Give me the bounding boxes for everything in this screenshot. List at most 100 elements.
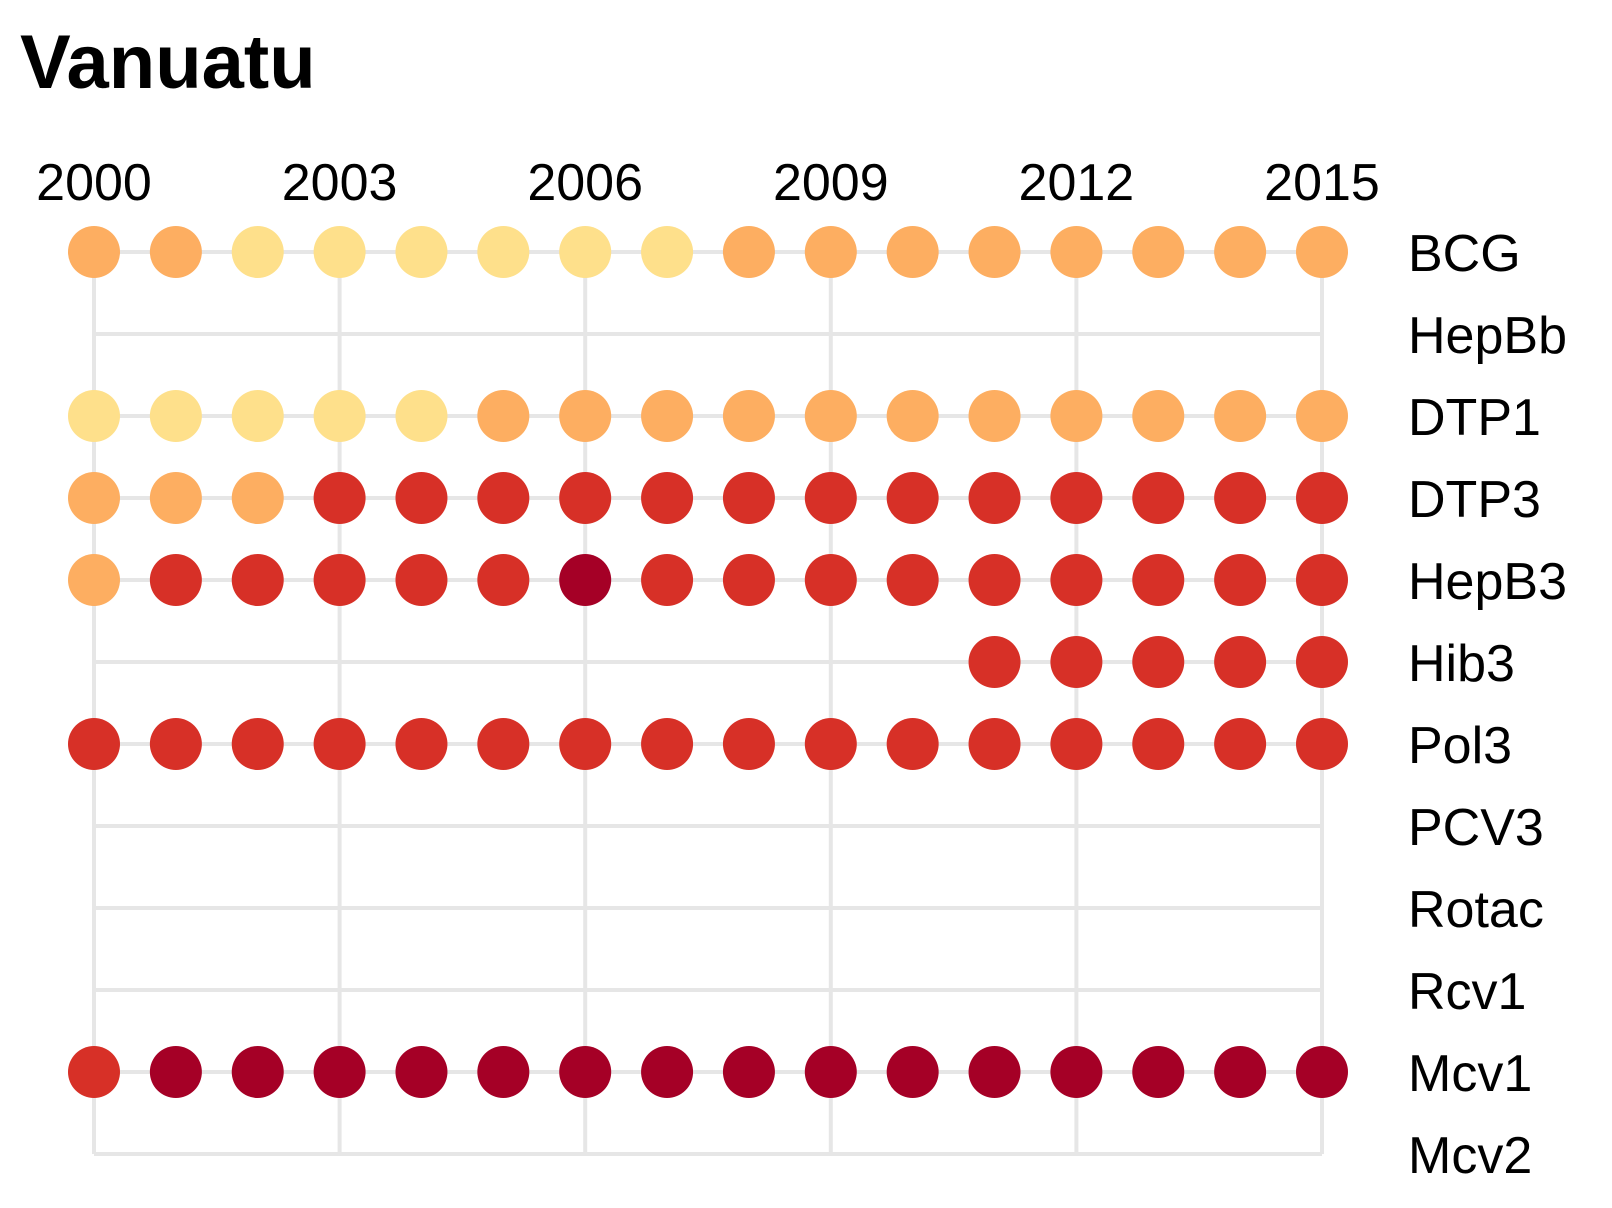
data-point [722,554,775,606]
data-point [68,472,120,524]
data-point [1050,226,1103,278]
data-point [968,472,1021,524]
data-point [886,472,939,524]
data-point [1214,390,1267,442]
data-point [804,1046,857,1098]
data-point [313,472,366,524]
data-point [1132,226,1185,278]
data-point [1296,1046,1348,1098]
x-tick-label: 2012 [1019,154,1135,212]
data-point [1132,718,1185,770]
data-point [559,472,612,524]
data-point [886,718,939,770]
data-point [477,390,530,442]
data-point [1050,554,1103,606]
data-point [559,554,612,606]
y-tick-label: Rcv1 [1408,963,1526,1021]
data-point [313,1046,366,1098]
data-point [641,472,694,524]
data-point [149,554,202,606]
data-point [886,226,939,278]
data-point [149,1046,202,1098]
data-point [149,390,202,442]
data-point [641,718,694,770]
y-tick-label: HepBb [1408,307,1567,365]
data-point [68,554,120,606]
data-point [1296,390,1348,442]
y-tick-label: HepB3 [1408,553,1567,611]
data-point [968,390,1021,442]
data-point [968,226,1021,278]
data-point [231,718,284,770]
data-point [1132,554,1185,606]
data-point [313,226,366,278]
y-tick-label: Hib3 [1408,635,1515,693]
data-point [559,390,612,442]
data-point [395,390,448,442]
data-point [1296,226,1348,278]
data-point [968,718,1021,770]
y-tick-label: Mcv2 [1408,1127,1532,1185]
data-point [968,1046,1021,1098]
data-point [1214,1046,1267,1098]
data-point [1214,472,1267,524]
data-point [804,226,857,278]
data-point [641,226,694,278]
data-point [68,718,120,770]
data-point [804,390,857,442]
data-point [1050,390,1103,442]
data-point [231,472,284,524]
data-points [68,226,1348,1098]
data-point [477,554,530,606]
data-point [68,1046,120,1098]
data-point [1132,390,1185,442]
grid-lines [92,250,1324,1156]
data-point [1296,554,1348,606]
data-point [886,1046,939,1098]
data-point [231,554,284,606]
data-point [313,390,366,442]
data-point [395,718,448,770]
data-point [559,226,612,278]
data-point [68,226,120,278]
y-tick-label: BCG [1408,225,1521,283]
data-point [1296,472,1348,524]
data-point [559,1046,612,1098]
x-tick-label: 2015 [1264,154,1380,212]
data-point [559,718,612,770]
data-point [1132,1046,1185,1098]
chart-title: Vanuatu [20,20,316,105]
data-point [395,554,448,606]
y-tick-label: Rotac [1408,881,1544,939]
data-point [1296,718,1348,770]
data-point [641,390,694,442]
data-point [231,1046,284,1098]
data-point [231,226,284,278]
data-point [968,636,1021,688]
x-tick-label: 2000 [36,154,152,212]
x-tick-label: 2006 [527,154,643,212]
data-point [313,554,366,606]
data-point [149,718,202,770]
data-point [1296,636,1348,688]
data-point [1214,636,1267,688]
data-point [804,472,857,524]
data-point [641,554,694,606]
data-point [1050,1046,1103,1098]
data-point [1214,718,1267,770]
data-point [1214,554,1267,606]
y-axis-tick-labels: BCG HepBb DTP1 DTP3 HepB3 Hib3 Pol3 PCV3 Rotac Rc… [1408,225,1567,1185]
data-point [231,390,284,442]
y-tick-label: Pol3 [1408,717,1512,775]
data-point [477,226,530,278]
data-point [68,390,120,442]
data-point [804,718,857,770]
data-point [722,390,775,442]
y-tick-label: PCV3 [1408,799,1544,857]
data-point [313,718,366,770]
x-tick-label: 2003 [282,154,398,212]
data-point [641,1046,694,1098]
y-tick-label: DTP1 [1408,389,1541,447]
x-tick-label: 2009 [773,154,889,212]
